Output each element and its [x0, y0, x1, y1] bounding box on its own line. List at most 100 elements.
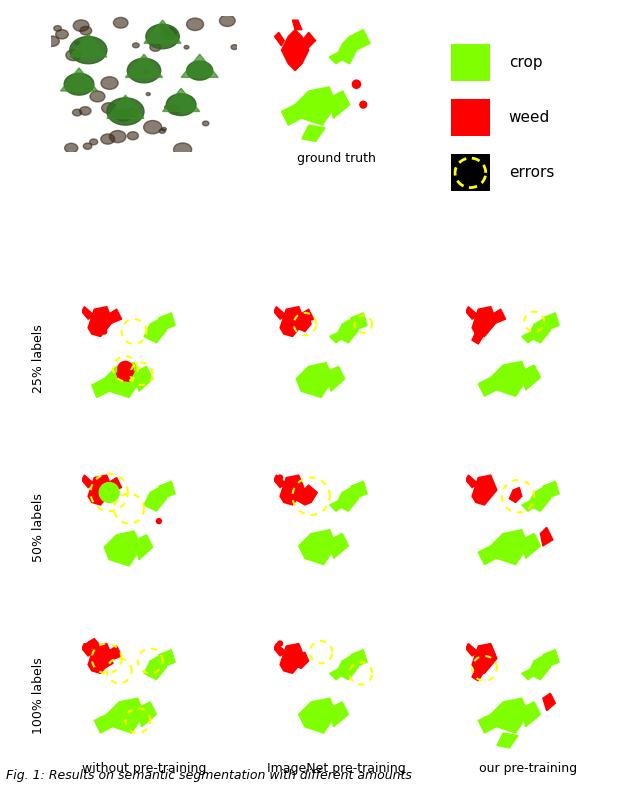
Polygon shape [104, 531, 141, 566]
Text: without pre-training: without pre-training [82, 762, 206, 775]
Polygon shape [144, 20, 181, 43]
Circle shape [278, 475, 282, 480]
Circle shape [79, 107, 91, 115]
Text: 50% labels: 50% labels [32, 493, 45, 561]
Polygon shape [466, 306, 478, 319]
FancyBboxPatch shape [451, 154, 490, 192]
Circle shape [99, 483, 119, 502]
Polygon shape [522, 499, 540, 511]
Circle shape [164, 27, 175, 35]
Circle shape [278, 641, 282, 646]
Polygon shape [543, 650, 559, 667]
Circle shape [54, 26, 61, 31]
Polygon shape [528, 488, 550, 511]
Polygon shape [82, 643, 94, 656]
Polygon shape [88, 638, 100, 649]
Polygon shape [472, 331, 484, 344]
Circle shape [164, 106, 169, 109]
Circle shape [102, 329, 107, 334]
Circle shape [73, 20, 89, 31]
Polygon shape [144, 319, 166, 342]
Circle shape [161, 28, 177, 39]
Circle shape [70, 36, 107, 64]
Polygon shape [107, 699, 144, 733]
Polygon shape [329, 50, 349, 64]
Polygon shape [336, 656, 358, 679]
Circle shape [220, 15, 235, 26]
FancyBboxPatch shape [451, 99, 490, 136]
Circle shape [202, 121, 209, 126]
Circle shape [173, 143, 191, 156]
Circle shape [184, 46, 189, 49]
Polygon shape [509, 488, 522, 502]
Circle shape [113, 18, 128, 28]
Circle shape [109, 131, 126, 143]
Circle shape [111, 110, 124, 119]
Polygon shape [107, 309, 122, 324]
Polygon shape [88, 643, 113, 674]
Polygon shape [296, 363, 333, 398]
Polygon shape [472, 475, 497, 505]
Polygon shape [88, 306, 113, 337]
Polygon shape [70, 34, 107, 57]
Polygon shape [522, 667, 540, 679]
FancyBboxPatch shape [451, 43, 490, 81]
Polygon shape [144, 656, 166, 679]
Polygon shape [522, 702, 540, 727]
Circle shape [156, 519, 161, 524]
Polygon shape [181, 55, 218, 78]
Polygon shape [351, 650, 367, 667]
Polygon shape [472, 643, 497, 674]
Polygon shape [302, 32, 316, 50]
Circle shape [125, 108, 138, 117]
Circle shape [187, 61, 212, 80]
Polygon shape [302, 125, 325, 141]
Circle shape [166, 94, 196, 115]
Polygon shape [163, 88, 200, 111]
Polygon shape [478, 546, 503, 565]
Polygon shape [491, 309, 506, 324]
Polygon shape [466, 475, 478, 488]
Polygon shape [274, 306, 286, 319]
Circle shape [45, 36, 60, 47]
Text: errors: errors [509, 165, 554, 180]
Text: our pre-training: our pre-training [479, 762, 577, 775]
Polygon shape [282, 30, 308, 71]
Circle shape [168, 106, 180, 114]
Polygon shape [274, 643, 286, 656]
Polygon shape [274, 475, 286, 488]
Circle shape [56, 30, 68, 39]
Polygon shape [543, 313, 559, 330]
Polygon shape [107, 646, 122, 661]
Polygon shape [280, 643, 305, 674]
Polygon shape [92, 379, 116, 398]
Circle shape [90, 91, 105, 102]
Polygon shape [299, 309, 314, 324]
Polygon shape [528, 319, 550, 342]
Polygon shape [94, 715, 119, 733]
Circle shape [159, 129, 165, 133]
Circle shape [159, 25, 164, 29]
Circle shape [90, 139, 98, 145]
Circle shape [102, 103, 116, 113]
Polygon shape [299, 699, 336, 733]
Polygon shape [336, 36, 356, 64]
Polygon shape [138, 702, 156, 727]
Polygon shape [330, 499, 348, 511]
Polygon shape [528, 656, 550, 679]
Circle shape [127, 59, 161, 83]
Text: 100% labels: 100% labels [32, 658, 45, 734]
Circle shape [143, 120, 162, 134]
Polygon shape [330, 533, 348, 558]
Polygon shape [478, 715, 503, 733]
Polygon shape [478, 378, 503, 396]
Polygon shape [107, 95, 144, 118]
Polygon shape [329, 91, 349, 118]
Polygon shape [134, 535, 153, 560]
Polygon shape [351, 481, 367, 499]
Polygon shape [88, 475, 113, 505]
Polygon shape [144, 488, 166, 511]
Polygon shape [159, 313, 175, 330]
Circle shape [107, 98, 144, 125]
Circle shape [115, 110, 131, 121]
